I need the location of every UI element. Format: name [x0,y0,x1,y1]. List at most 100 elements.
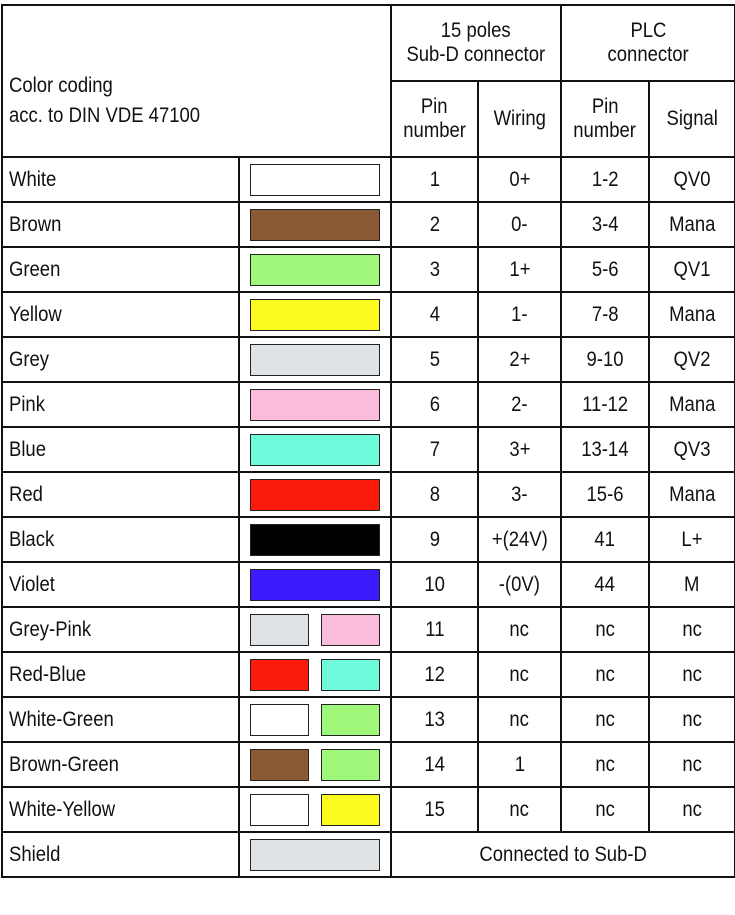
plc-pin-text: 44 [594,572,616,596]
signal-text: Mana [668,392,716,416]
subd-pin-text: 6 [429,392,440,416]
color-name: Brown-Green [1,741,240,788]
plc-pin-text: 11-12 [582,392,628,416]
wiring-header: Wiring [477,80,563,158]
wiring: 3- [477,471,563,518]
color-name-text: Red [9,482,43,506]
color-name-text: White-Green [9,707,114,731]
color-name: Black [1,516,240,563]
signal: QV2 [648,336,735,383]
color-swatch-red [250,478,380,511]
signal: nc [648,786,735,833]
wiring: nc [477,696,563,743]
header-text: Signal [666,107,718,130]
color-name-text: Black [9,527,55,551]
color-name: Grey [1,336,240,383]
plc-pin: 3-4 [560,201,651,248]
wiring-text: nc [509,617,530,641]
signal-text: nc [682,797,702,821]
wiring: 2- [477,381,563,428]
plc-pin-text: 5-6 [591,257,619,281]
plc-pin-text: 1-2 [591,167,619,191]
color-name-text: Red-Blue [9,662,87,686]
subd-pin: 3 [390,246,480,293]
subd-pin: 9 [390,516,480,563]
subd-pin: 4 [390,291,480,338]
subd-pin: 11 [390,606,480,653]
color-swatch-cell [237,516,393,563]
plc-pin: 41 [560,516,651,563]
signal-text: QV0 [673,167,711,191]
signal-text: QV2 [673,347,711,371]
color-swatch-brown [250,208,380,241]
color-swatch-cell [237,606,393,653]
color-name: White-Green [1,696,240,743]
color-swatch-cell [237,201,393,248]
color-swatch-blue [321,658,380,691]
color-swatch-grey [250,838,380,871]
subd-pin-text: 7 [429,437,440,461]
color-name-text: Green [9,257,61,281]
color-swatch-cell [237,831,393,878]
color-swatch-blue [250,433,380,466]
header-text: Pin [421,95,448,118]
color-swatch-pink [250,388,380,421]
color-name: Pink [1,381,240,428]
color-name: White [1,156,240,203]
wiring-text: nc [509,662,530,686]
signal: QV0 [648,156,735,203]
signal-header: Signal [648,80,735,158]
subd-group-header: 15 poles Sub-D connector [390,4,563,82]
plc-pin-text: 13-14 [581,437,629,461]
wiring-text: nc [509,797,530,821]
table-row: Grey 5 2+ 9-10 QV2 [1,336,735,383]
subd-pin: 1 [390,156,480,203]
header-text: Sub-D connector [406,43,546,66]
plc-pin: nc [560,606,651,653]
header-text: number [573,119,637,142]
signal-text: L+ [681,527,703,551]
signal-text: nc [682,752,702,776]
wiring: 2+ [477,336,563,383]
signal: Mana [648,291,735,338]
color-swatch-cell [237,246,393,293]
color-name: Red [1,471,240,518]
color-swatch-yellow [250,298,380,331]
signal-text: QV3 [673,437,711,461]
wiring-text: 2- [511,392,528,416]
shield-row: Shield Connected to Sub-D [1,831,735,878]
plc-pin-text: nc [595,707,615,731]
color-swatch-green [321,703,380,736]
color-swatch-white [250,793,309,826]
plc-pin-text: 9-10 [586,347,624,371]
signal: Mana [648,201,735,248]
color-swatch-yellow [321,793,380,826]
wiring-text: 0+ [508,167,531,191]
color-swatch-cell [237,696,393,743]
wiring: 3+ [477,426,563,473]
wiring-text: 3- [511,482,528,506]
shield-note-text: Connected to Sub-D [479,842,647,866]
table-row: White 1 0+ 1-2 QV0 [1,156,735,203]
color-name-text: Shield [9,842,61,866]
color-swatch-violet [250,568,380,601]
color-name: Green [1,246,240,293]
subd-pin-text: 11 [424,617,445,641]
color-name: Brown [1,201,240,248]
color-name-text: Yellow [9,302,62,326]
wiring: -(0V) [477,561,563,608]
table-row: Red-Blue 12 nc nc nc [1,651,735,698]
wiring: nc [477,606,563,653]
table-row: Brown 2 0- 3-4 Mana [1,201,735,248]
plc-pin-text: nc [595,662,615,686]
color-name: Blue [1,426,240,473]
table-row: Green 3 1+ 5-6 QV1 [1,246,735,293]
subd-pin-text: 5 [429,347,440,371]
wiring-text: +(24V) [491,527,548,551]
plc-pin: nc [560,651,651,698]
wiring-text: 2+ [508,347,531,371]
signal: L+ [648,516,735,563]
subd-pin-text: 15 [424,797,445,821]
subd-pin-text: 4 [429,302,440,326]
color-swatch-black [250,523,380,556]
